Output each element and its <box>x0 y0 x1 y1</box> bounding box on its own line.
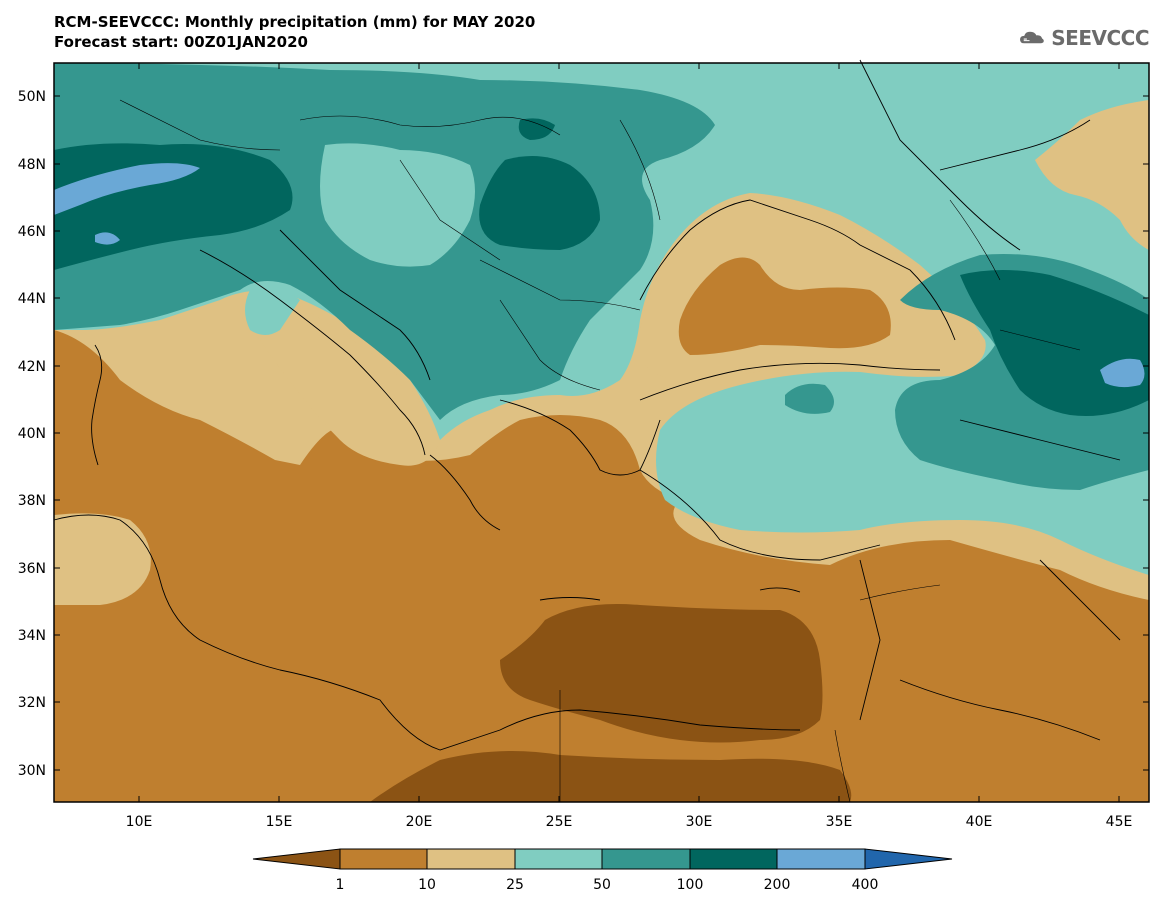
lat-label: 34N <box>18 628 46 644</box>
borders <box>119 99 1081 803</box>
latitude-axis: 50N 48N 46N 44N 42N 40N 38N 36N 34N 32N 30N <box>18 89 1149 779</box>
region-lightteal-adriatic <box>245 288 300 335</box>
lon-label: 40E <box>966 814 993 830</box>
region-darkbrown-south <box>370 751 852 802</box>
logo-text: SEEVCCC <box>1051 26 1149 50</box>
region-tan-russia <box>1035 100 1149 250</box>
colorbar-label: 100 <box>677 877 704 893</box>
lat-label: 50N <box>18 89 46 105</box>
colorbar-label: 200 <box>764 877 791 893</box>
colorbar-label: 25 <box>506 877 524 893</box>
region-tan-tunisia <box>54 513 151 605</box>
lat-label: 42N <box>18 359 46 375</box>
chart-title: RCM-SEEVCCC: Monthly precipitation (mm) … <box>54 12 535 52</box>
lat-label: 40N <box>18 426 46 442</box>
seevccc-logo: SEEVCCC <box>1019 22 1149 54</box>
region-darkbrown-egypt <box>500 604 823 743</box>
lon-label: 30E <box>686 814 713 830</box>
lat-label: 44N <box>18 291 46 307</box>
lon-label: 20E <box>406 814 433 830</box>
colorbar-legend: 1 10 25 50 100 200 400 <box>252 848 953 893</box>
region-blue-alps <box>54 163 200 215</box>
colorbar-label: 1 <box>336 877 345 893</box>
region-brown-blacksea <box>678 257 891 355</box>
lat-label: 36N <box>18 561 46 577</box>
title-line-2: Forecast start: 00Z01JAN2020 <box>54 33 308 51</box>
longitude-axis: 10E 15E 20E 25E 30E 35E 40E 45E <box>126 63 1133 830</box>
region-tan-italy <box>235 295 440 466</box>
colorbar-label: 400 <box>852 877 879 893</box>
colorbar-segment <box>339 848 428 870</box>
region-blue-caucasus <box>1100 358 1145 388</box>
lon-label: 45E <box>1106 814 1133 830</box>
region-darkteal-caucasus <box>960 270 1149 416</box>
region-darkteal-carpathians <box>479 156 600 250</box>
colorbar-label: 50 <box>593 877 611 893</box>
coastlines <box>53 59 1121 751</box>
region-darkteal-north <box>518 118 555 140</box>
lat-label: 48N <box>18 157 46 173</box>
cloud-icon <box>1020 31 1044 44</box>
colorbar-segment <box>514 848 603 870</box>
colorbar-segment <box>776 848 866 870</box>
colorbar-segment <box>601 848 691 870</box>
lat-label: 32N <box>18 695 46 711</box>
lon-label: 35E <box>826 814 853 830</box>
colorbar-segment <box>252 848 341 870</box>
colorbar-segment <box>689 848 778 870</box>
title-line-1: RCM-SEEVCCC: Monthly precipitation (mm) … <box>54 13 536 31</box>
lat-label: 38N <box>18 493 46 509</box>
lon-label: 15E <box>266 814 293 830</box>
lon-label: 25E <box>546 814 573 830</box>
region-lightteal-hungary <box>320 143 475 267</box>
region-blue-alps-2 <box>95 232 120 245</box>
region-teal-anatolia <box>785 383 834 414</box>
lon-label: 10E <box>126 814 153 830</box>
lat-label: 30N <box>18 763 46 779</box>
lat-label: 46N <box>18 224 46 240</box>
colorbar-segment <box>864 848 953 870</box>
colorbar-segment <box>426 848 516 870</box>
colorbar-label: 10 <box>418 877 436 893</box>
map-fill <box>54 63 1149 802</box>
region-brown-south <box>54 330 1149 802</box>
